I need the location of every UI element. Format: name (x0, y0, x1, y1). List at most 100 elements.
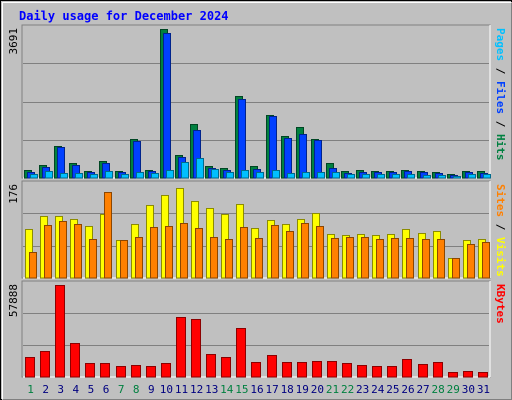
bar-sites-day-27 (422, 239, 430, 279)
bar-kbytes-day-31 (478, 372, 488, 378)
bar-kbytes-day-3 (55, 285, 65, 378)
bar-sites-day-8 (135, 237, 143, 279)
bar-files-day-17 (269, 116, 277, 179)
bar-pages-day-11 (181, 162, 189, 179)
x-tick-label: 12 (190, 383, 203, 396)
x-tick-label: 23 (356, 383, 369, 396)
bar-pages-day-7 (121, 174, 129, 179)
y-max-label: 3691 (7, 28, 20, 55)
legend-segment: / (494, 114, 507, 134)
bar-pages-day-13 (211, 169, 219, 179)
bar-kbytes-day-14 (221, 357, 231, 378)
bar-kbytes-day-24 (372, 366, 382, 378)
legend-segment: Files (494, 81, 507, 114)
bar-kbytes-day-25 (387, 366, 397, 378)
chart-title: Daily usage for December 2024 (19, 9, 229, 23)
bar-kbytes-day-15 (236, 328, 246, 378)
bar-pages-day-8 (136, 172, 144, 179)
series-legend-label: Sites / Visits (494, 184, 507, 277)
bar-pages-day-1 (30, 174, 38, 179)
bar-pages-day-18 (287, 173, 295, 179)
bar-kbytes-day-13 (206, 354, 216, 378)
x-tick-label: 26 (401, 383, 414, 396)
x-tick-label: 11 (175, 383, 188, 396)
bar-sites-day-20 (316, 226, 324, 279)
bar-pages-day-20 (317, 172, 325, 179)
bar-sites-day-13 (210, 237, 218, 279)
bar-sites-day-17 (271, 225, 279, 279)
x-tick-label: 8 (133, 383, 140, 396)
bar-sites-day-2 (44, 225, 52, 279)
bar-kbytes-day-17 (267, 355, 277, 378)
x-tick-label: 24 (371, 383, 385, 396)
bar-pages-day-10 (166, 170, 174, 179)
bar-sites-day-18 (286, 231, 294, 279)
bar-pages-day-31 (483, 174, 491, 179)
bar-sites-day-19 (301, 223, 309, 279)
bar-pages-day-29 (453, 176, 461, 179)
x-tick-label: 18 (281, 383, 294, 396)
bar-pages-day-6 (105, 171, 113, 179)
bar-sites-day-22 (346, 237, 354, 279)
bar-kbytes-day-22 (342, 363, 352, 378)
bar-files-day-15 (238, 99, 246, 179)
legend-segment: / (494, 217, 507, 237)
bar-sites-day-23 (361, 237, 369, 279)
bar-pages-day-30 (468, 174, 476, 179)
bar-sites-day-1 (29, 252, 37, 279)
bar-pages-day-14 (226, 172, 234, 179)
bar-sites-day-28 (437, 239, 445, 279)
bar-pages-day-26 (407, 174, 415, 179)
bar-sites-day-14 (225, 239, 233, 279)
bar-kbytes-day-11 (176, 317, 186, 378)
legend-segment: Hits (494, 134, 507, 161)
bar-kbytes-day-27 (418, 364, 428, 378)
bar-pages-day-16 (256, 172, 264, 179)
x-tick-label: 10 (160, 383, 173, 396)
bar-sites-day-12 (195, 228, 203, 279)
bar-kbytes-day-29 (448, 372, 458, 378)
legend-segment: Pages (494, 28, 507, 61)
bar-kbytes-day-26 (402, 359, 412, 378)
bar-sites-day-5 (89, 239, 97, 279)
x-tick-label: 21 (326, 383, 339, 396)
bar-kbytes-day-16 (251, 362, 261, 378)
x-tick-label: 14 (220, 383, 234, 396)
bar-sites-day-26 (406, 238, 414, 279)
x-tick-label: 1 (27, 383, 34, 396)
x-tick-label: 20 (311, 383, 324, 396)
bar-sites-day-30 (467, 244, 475, 279)
bar-kbytes-day-9 (146, 366, 156, 378)
bar-sites-day-16 (255, 238, 263, 279)
x-tick-label: 15 (235, 383, 248, 396)
y-max-label: 57888 (7, 284, 20, 317)
x-tick-label: 30 (462, 383, 475, 396)
y-max-label: 176 (7, 184, 20, 204)
bar-kbytes-day-1 (25, 357, 35, 378)
series-legend-label: KBytes (494, 284, 507, 324)
x-tick-label: 3 (57, 383, 64, 396)
bar-pages-day-2 (45, 171, 53, 179)
bar-pages-day-21 (332, 172, 340, 179)
bar-files-day-19 (299, 134, 307, 179)
bar-files-day-10 (163, 33, 171, 179)
x-tick-label: 27 (416, 383, 429, 396)
bar-pages-day-5 (90, 174, 98, 179)
bar-sites-day-9 (150, 227, 158, 279)
bar-pages-day-12 (196, 158, 204, 179)
bar-sites-day-4 (74, 224, 82, 279)
x-tick-label: 16 (250, 383, 263, 396)
bar-pages-day-17 (272, 170, 280, 179)
bar-kbytes-day-7 (116, 366, 126, 378)
bar-kbytes-day-5 (85, 363, 95, 378)
bar-sites-day-31 (482, 242, 490, 279)
bar-sites-day-25 (391, 238, 399, 279)
legend-segment: KBytes (494, 284, 507, 324)
x-tick-label: 9 (148, 383, 155, 396)
bar-sites-day-15 (240, 227, 248, 279)
x-tick-label: 22 (341, 383, 354, 396)
x-tick-label: 28 (432, 383, 445, 396)
bar-sites-day-24 (376, 239, 384, 279)
bar-kbytes-day-10 (161, 363, 171, 378)
